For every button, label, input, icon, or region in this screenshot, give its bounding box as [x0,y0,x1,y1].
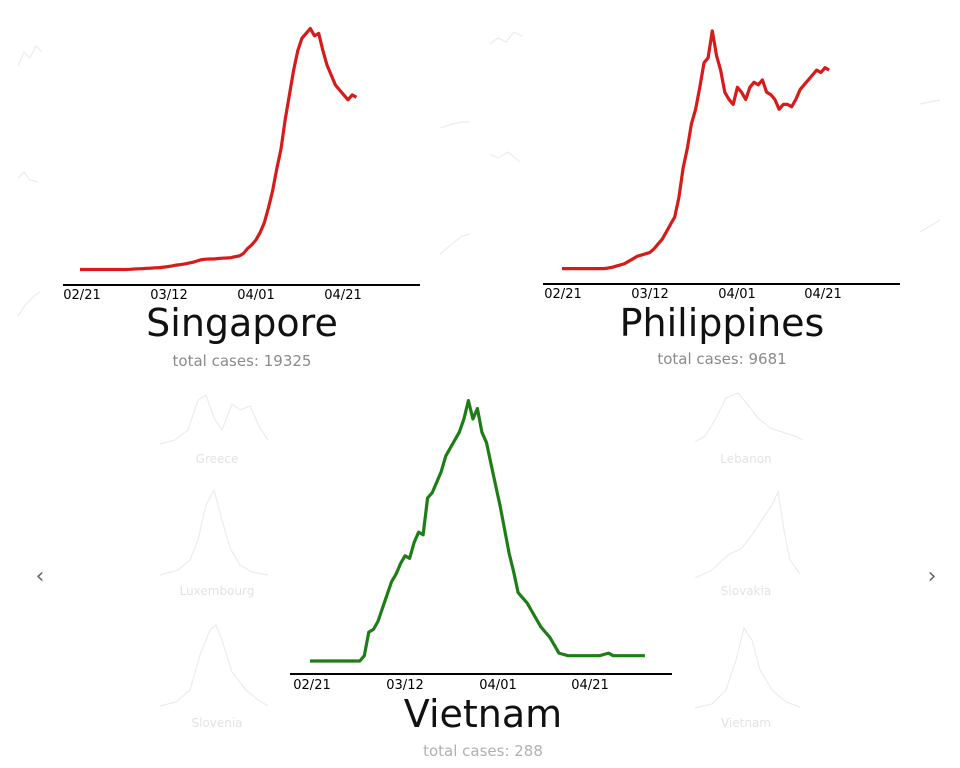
thumbnail-label: Slovenia [191,716,243,730]
panel-philippines: 02/21 03/12 04/01 04/21 [543,29,900,302]
thumbnail-sparkline-center-4 [439,233,471,255]
series-line-vietnam [310,399,645,663]
thumbnail-label: Slovakia [720,584,772,598]
chevron-left-icon[interactable]: ‹ [35,564,45,589]
thumbnail-label: Greece [195,452,239,466]
x-tick-label: 04/01 [718,287,755,302]
background-thumbnails [17,31,941,709]
x-tick-label: 04/21 [571,678,608,693]
x-tick-label: 03/12 [631,287,668,302]
x-tick-labels: 02/21 03/12 04/01 04/21 [63,288,361,303]
x-tick-label: 04/21 [804,287,841,302]
thumbnail-sparkline-slovenia [159,624,269,707]
x-tick-label: 02/21 [293,678,330,693]
panel-vietnam: 02/21 03/12 04/01 04/21 [290,399,672,693]
series-line-philippines [562,29,830,271]
thumbnail-label: Vietnam [720,716,771,730]
country-title-philippines: Philippines [619,301,825,345]
thumbnail-sparkline-left-1 [17,44,43,67]
x-tick-label: 04/01 [479,678,516,693]
total-cases-vietnam: total cases: 288 [423,742,543,760]
x-tick-label: 03/12 [386,678,423,693]
x-tick-labels: 02/21 03/12 04/01 04/21 [544,287,841,302]
thumbnail-sparkline-slovakia [694,489,801,579]
x-tick-label: 04/01 [237,288,274,303]
country-title-vietnam: Vietnam [403,692,563,736]
thumbnail-label: Lebanon [720,452,772,466]
thumbnail-sparkline-center-3 [439,121,470,129]
thumbnail-sparkline-greece [159,394,269,445]
total-cases-philippines: total cases: 9681 [657,350,787,368]
thumbnail-sparkline-center-2 [489,151,521,163]
thumbnail-label: Luxembourg [179,584,255,598]
chevron-right-icon[interactable]: › [927,564,937,589]
thumbnail-sparkline-center-1 [489,31,523,45]
x-tick-label: 03/12 [150,288,187,303]
thumbnail-sparkline-lebanon [694,392,804,443]
thumbnail-sparkline-left-2 [17,171,39,183]
total-cases-singapore: total cases: 19325 [172,352,312,370]
x-tick-label: 04/21 [324,288,361,303]
x-tick-label: 02/21 [63,288,100,303]
country-title-singapore: Singapore [146,301,338,345]
x-tick-label: 02/21 [544,287,581,302]
panel-singapore: 02/21 03/12 04/01 04/21 [63,26,420,303]
thumbnail-sparkline-right-1 [919,99,941,105]
thumbnail-sparkline-right-2 [919,219,941,233]
x-tick-labels: 02/21 03/12 04/01 04/21 [293,678,608,693]
thumbnail-sparkline-left-3 [17,291,41,317]
series-line-singapore [80,26,358,272]
thumbnail-sparkline-vietnam [694,626,801,709]
thumbnail-sparkline-luxembourg [159,488,269,576]
